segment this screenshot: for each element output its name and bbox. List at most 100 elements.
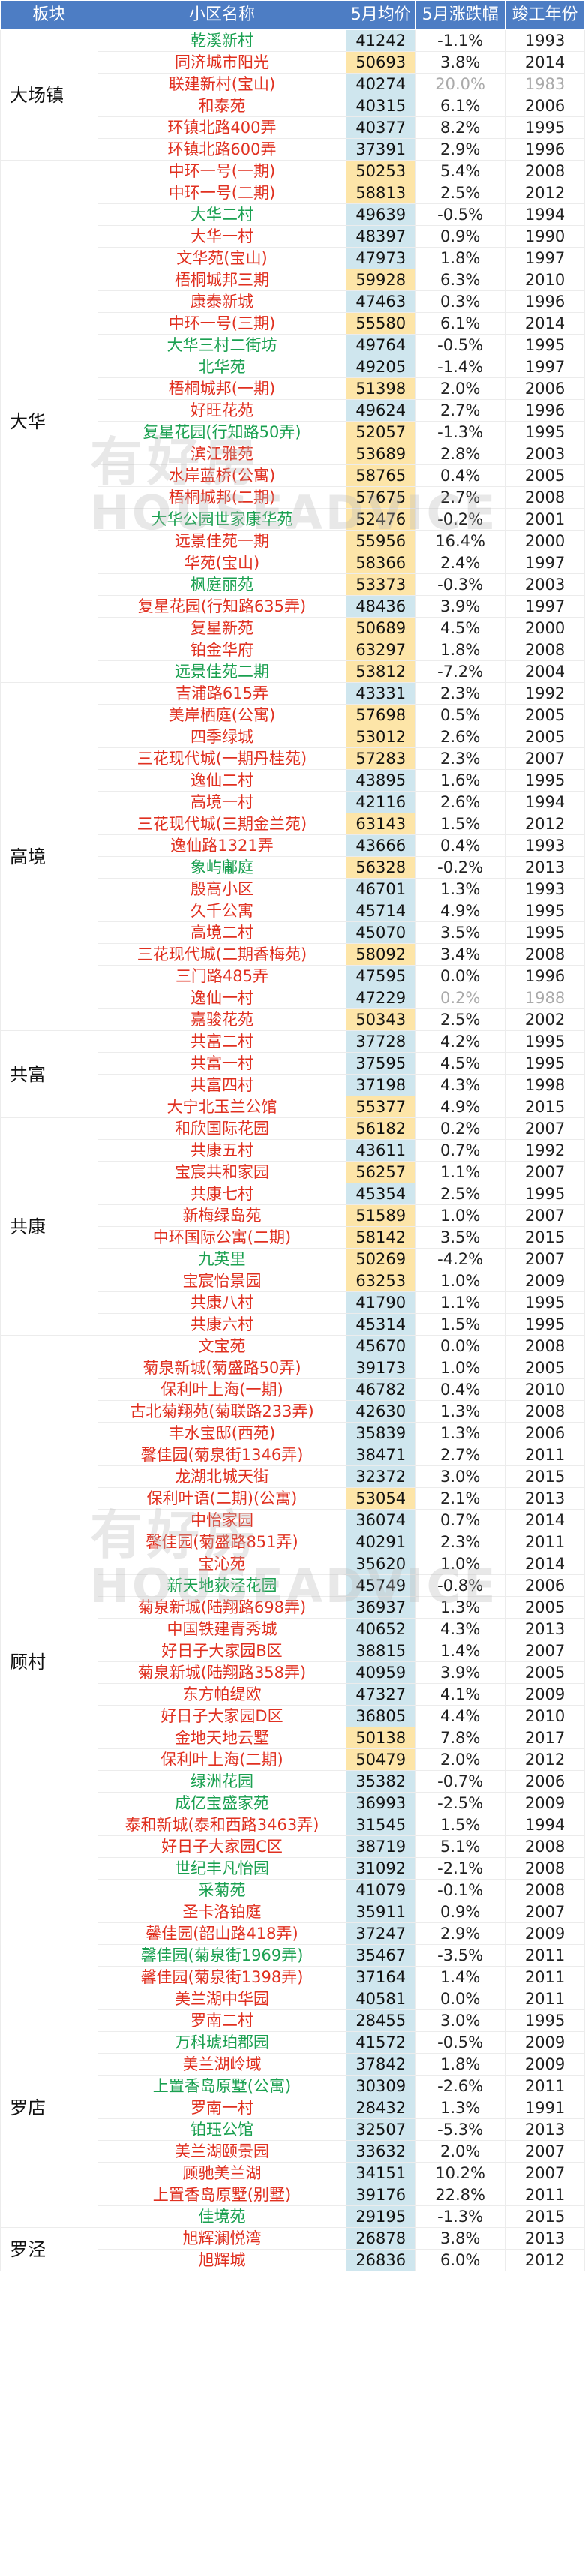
- table-row: 联建新村(宝山) 40274 20.0% 1983: [1, 73, 585, 95]
- change-cell: 0.5%: [415, 704, 506, 726]
- change-cell: -5.3%: [415, 2118, 506, 2141]
- table-row: 梧桐城邦(一期) 51398 2.0% 2006: [1, 377, 585, 400]
- price-cell: 45314: [346, 1313, 416, 1336]
- name-cell: 逸仙路1321弄: [97, 834, 347, 857]
- year-cell: 1993: [505, 878, 585, 900]
- change-cell: 3.4%: [415, 943, 506, 966]
- table-row: 嘉骏花苑 50343 2.5% 2002: [1, 1008, 585, 1031]
- change-cell: 2.0%: [415, 377, 506, 400]
- name-cell: 丰水宝邸(西苑): [97, 1422, 347, 1444]
- table-row: 成亿宝盛家苑 36993 -2.5% 2009: [1, 1792, 585, 1814]
- name-cell: 共富四村: [97, 1074, 347, 1096]
- year-cell: 2014: [505, 51, 585, 74]
- price-cell: 36074: [346, 1509, 416, 1531]
- change-cell: 2.5%: [415, 182, 506, 204]
- price-cell: 35467: [346, 1944, 416, 1967]
- price-cell: 58765: [346, 464, 416, 487]
- table-row: 复星花园(行知路50弄) 52057 -1.3% 1995: [1, 421, 585, 443]
- change-cell: 0.0%: [415, 1335, 506, 1357]
- name-cell: 中环一号(一期): [97, 160, 347, 182]
- year-cell: 1995: [505, 1313, 585, 1336]
- table-row: 大华一村 48397 0.9% 1990: [1, 225, 585, 248]
- name-cell: 大华二村: [97, 203, 347, 226]
- price-cell: 42116: [346, 791, 416, 813]
- price-cell: 39176: [346, 2184, 416, 2206]
- price-cell: 51398: [346, 377, 416, 400]
- change-cell: -2.5%: [415, 1792, 506, 1814]
- year-cell: 2012: [505, 813, 585, 835]
- name-cell: 菊泉新城(陆翔路358弄): [97, 1661, 347, 1684]
- table-row: 高境一村 42116 2.6% 1994: [1, 791, 585, 813]
- price-cell: 38719: [346, 1835, 416, 1858]
- table-row: 梧桐城邦(二期) 57675 2.7% 2008: [1, 486, 585, 509]
- name-cell: 上置香岛原墅(别墅): [97, 2184, 347, 2206]
- name-cell: 三花现代城(三期金兰苑): [97, 813, 347, 835]
- change-cell: 0.7%: [415, 1139, 506, 1162]
- change-cell: 2.3%: [415, 747, 506, 770]
- price-cell: 31092: [346, 1857, 416, 1880]
- year-cell: 2017: [505, 1727, 585, 1749]
- name-cell: 逸仙一村: [97, 987, 347, 1009]
- year-cell: 2011: [505, 1531, 585, 1553]
- change-cell: 16.4%: [415, 530, 506, 552]
- year-cell: 2015: [505, 1226, 585, 1249]
- table-row: 上置香岛原墅(别墅) 39176 22.8% 2011: [1, 2184, 585, 2206]
- change-cell: 1.0%: [415, 1553, 506, 1575]
- table-row: 四季绿城 53012 2.6% 2005: [1, 726, 585, 748]
- name-cell: 乾溪新村: [97, 29, 347, 52]
- name-cell: 联建新村(宝山): [97, 73, 347, 95]
- year-cell: 2007: [505, 1161, 585, 1183]
- price-cell: 42630: [346, 1400, 416, 1423]
- name-cell: 旭辉城: [97, 2249, 347, 2271]
- name-cell: 高境二村: [97, 921, 347, 944]
- price-cell: 26878: [346, 2227, 416, 2250]
- table-row: 美兰湖岭域 37842 1.8% 2009: [1, 2053, 585, 2076]
- table-row: 保利叶语(二期)(公寓) 53054 2.1% 2013: [1, 1487, 585, 1510]
- name-cell: 梧桐城邦(一期): [97, 377, 347, 400]
- change-cell: -0.2%: [415, 856, 506, 879]
- change-cell: -2.1%: [415, 1857, 506, 1880]
- change-cell: 8.2%: [415, 116, 506, 139]
- price-cell: 41242: [346, 29, 416, 52]
- table-body: 大场镇 乾溪新村 41242 -1.1% 1993 同济城市阳光 50693 3.8% 2014…: [0, 29, 585, 2271]
- table-row: 好旺花苑 49624 2.7% 1996: [1, 399, 585, 422]
- change-cell: 4.5%: [415, 617, 506, 639]
- price-cell: 46701: [346, 878, 416, 900]
- price-cell: 40959: [346, 1661, 416, 1684]
- table-row: 逸仙二村 43895 1.6% 1995: [1, 769, 585, 792]
- name-cell: 佳境苑: [97, 2205, 347, 2228]
- name-cell: 中国铁建青秀城: [97, 1618, 347, 1640]
- change-cell: 3.5%: [415, 1226, 506, 1249]
- price-cell: 37728: [346, 1030, 416, 1053]
- change-cell: 1.0%: [415, 1270, 506, 1292]
- price-cell: 37595: [346, 1052, 416, 1075]
- table-row: 三花现代城(一期丹桂苑) 57283 2.3% 2007: [1, 747, 585, 770]
- year-cell: 2011: [505, 2184, 585, 2206]
- change-cell: -0.7%: [415, 1770, 506, 1793]
- change-cell: 2.9%: [415, 1922, 506, 1945]
- year-cell: 1995: [505, 769, 585, 792]
- year-cell: 2000: [505, 617, 585, 639]
- table-row: 顾村 文宝苑 45670 0.0% 2008: [0, 1335, 585, 1988]
- name-cell: 好日子大家园C区: [97, 1835, 347, 1858]
- price-cell: 37842: [346, 2053, 416, 2076]
- price-cell: 45354: [346, 1183, 416, 1205]
- name-cell: 好日子大家园B区: [97, 1640, 347, 1662]
- year-cell: 2011: [505, 1988, 585, 2010]
- change-cell: 1.5%: [415, 813, 506, 835]
- change-cell: 0.0%: [415, 965, 506, 987]
- table-row: 新天地荻泾花园 45749 -0.8% 2006: [1, 1574, 585, 1597]
- name-cell: 万科琥珀郡园: [97, 2031, 347, 2054]
- district-cell: 顾村: [0, 1335, 98, 1988]
- price-cell: 48436: [346, 595, 416, 618]
- price-cell: 49764: [346, 334, 416, 356]
- year-cell: 2004: [505, 660, 585, 683]
- name-cell: 采菊苑: [97, 1879, 347, 1901]
- year-cell: 2007: [505, 1204, 585, 1227]
- table-row: 美岸栖庭(公寓) 57698 0.5% 2005: [1, 704, 585, 726]
- name-cell: 馨佳园(菊泉街1398弄): [97, 1966, 347, 1988]
- table-row: 共康八村 41790 1.1% 1995: [1, 1291, 585, 1314]
- price-cell: 58142: [346, 1226, 416, 1249]
- change-cell: 20.0%: [415, 73, 506, 95]
- change-cell: 1.3%: [415, 1422, 506, 1444]
